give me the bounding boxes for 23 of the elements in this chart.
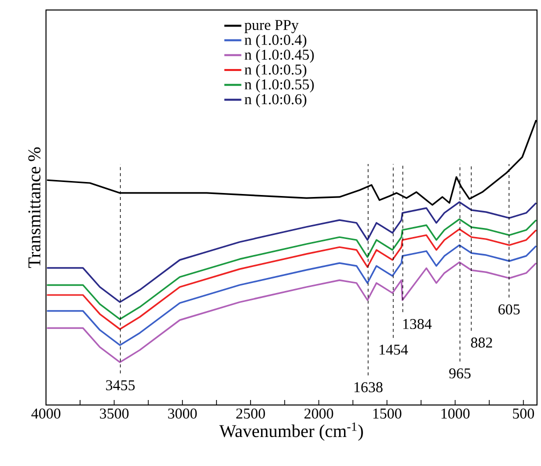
legend-label: pure PPy [244, 20, 299, 34]
ref-line-label: 1384 [403, 318, 432, 330]
x-axis-title: Wavenumber (cm$^{-1}$) [219, 422, 363, 441]
x-tick-label: 1000 [442, 408, 470, 419]
x-tick-label: 4000 [31, 408, 60, 419]
x-tick-label: 1500 [373, 408, 402, 419]
ref-line-label: 1638 [354, 382, 383, 392]
ref-line-label: 1454 [380, 344, 408, 355]
legend-label: n (1.0:0.5) [244, 64, 306, 78]
legend-label: n (1.0:0.4) [244, 34, 306, 48]
ref-line-label: 882 [471, 338, 492, 348]
legend-label: n (1.0:0.55) [244, 78, 314, 92]
ref-line-label: 605 [498, 304, 520, 314]
legend-label: n (1.0:0.45) [244, 49, 314, 63]
ref-line-label: 965 [449, 368, 471, 378]
ref-line-label: 3455 [106, 380, 135, 390]
x-tick-label: 500 [513, 408, 534, 419]
x-tick-label: 2000 [304, 408, 334, 419]
legend-label: n (1.0:0.6) [244, 94, 306, 108]
x-tick-label: 3500 [100, 408, 129, 419]
x-tick-label: 2500 [236, 408, 265, 419]
x-tick-label: 3000 [168, 408, 197, 419]
y-axis-title: Transmittance % [28, 147, 40, 268]
